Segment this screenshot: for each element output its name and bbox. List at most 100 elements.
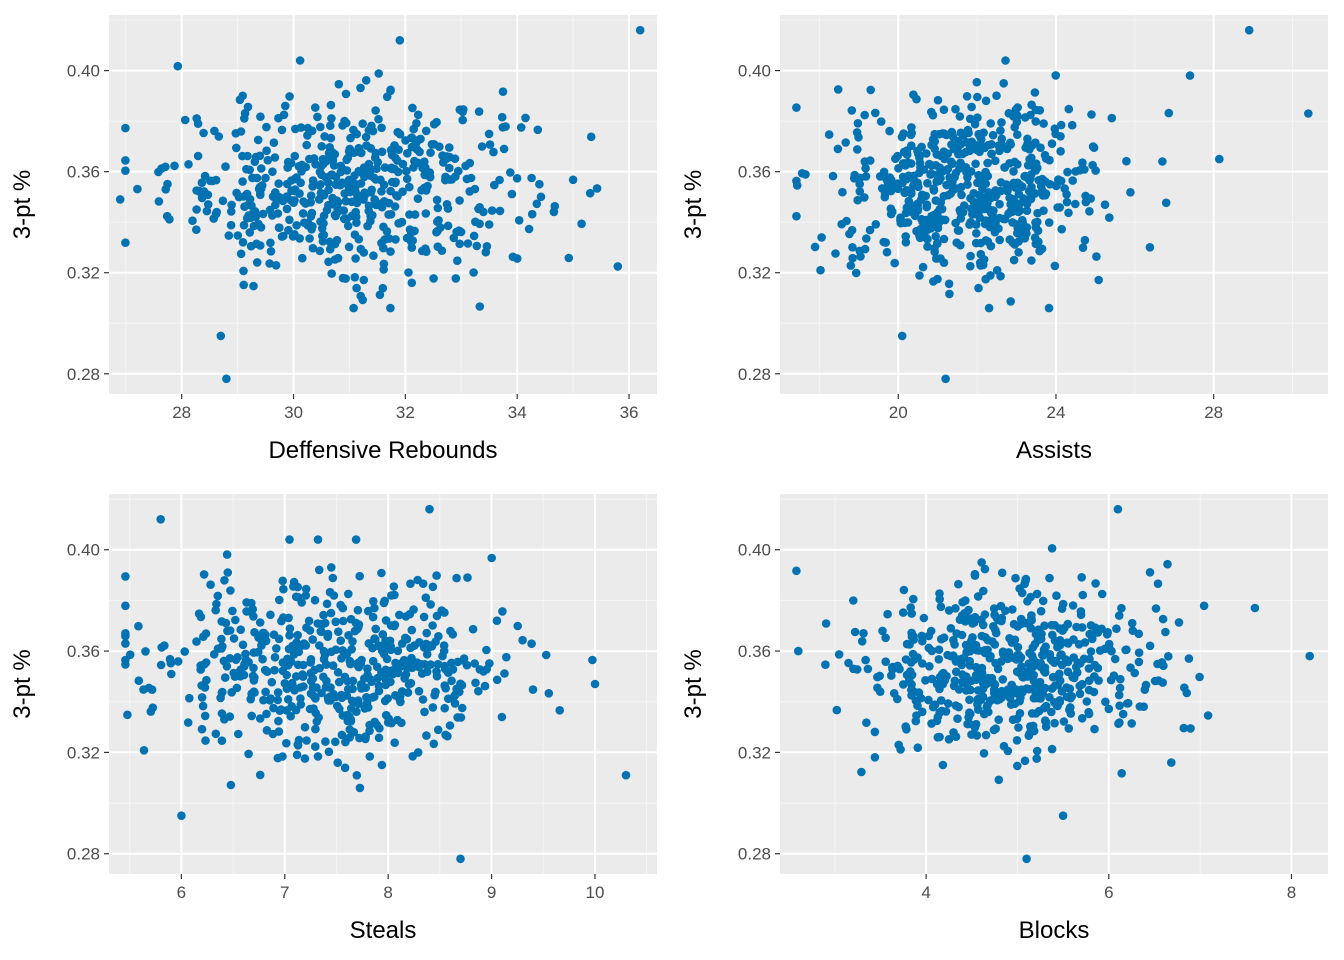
- data-point: [233, 231, 243, 240]
- data-point: [432, 611, 442, 621]
- data-point: [1047, 139, 1057, 148]
- data-point: [410, 156, 419, 166]
- data-point: [295, 189, 304, 198]
- data-point: [875, 172, 885, 181]
- data-point: [329, 591, 339, 600]
- data-point: [801, 170, 810, 179]
- data-point: [991, 186, 1000, 195]
- data-point: [211, 605, 220, 615]
- data-point: [577, 219, 586, 229]
- data-point: [1145, 641, 1155, 651]
- data-point: [200, 711, 210, 721]
- data-point: [1029, 676, 1039, 686]
- data-point: [274, 113, 283, 123]
- data-point: [1053, 642, 1062, 652]
- data-point: [406, 643, 415, 653]
- data-point: [350, 273, 360, 282]
- data-point: [516, 123, 526, 132]
- data-point: [1021, 143, 1030, 152]
- data-point: [327, 563, 336, 572]
- data-point: [954, 579, 963, 589]
- data-point: [994, 715, 1003, 724]
- data-point: [382, 92, 392, 102]
- data-point: [270, 153, 280, 162]
- data-point: [1017, 588, 1027, 598]
- data-point: [263, 667, 272, 676]
- data-point: [384, 210, 393, 219]
- data-point: [283, 695, 293, 704]
- data-point: [870, 753, 880, 762]
- data-point: [994, 224, 1003, 233]
- data-point: [1038, 596, 1048, 606]
- data-point: [322, 676, 331, 686]
- data-point: [328, 193, 337, 203]
- data-point: [974, 204, 984, 213]
- data-point: [1013, 622, 1022, 631]
- data-point: [426, 148, 435, 157]
- data-point: [439, 646, 449, 656]
- data-point: [356, 83, 365, 93]
- data-point: [484, 129, 494, 139]
- data-point: [313, 535, 323, 544]
- data-point: [268, 729, 278, 739]
- data-point: [253, 135, 263, 145]
- data-point: [377, 187, 386, 196]
- data-point: [449, 233, 459, 243]
- data-point: [1081, 197, 1091, 207]
- data-point: [899, 680, 908, 689]
- data-point: [183, 718, 193, 727]
- data-point: [422, 650, 432, 659]
- data-point: [881, 657, 890, 666]
- data-point: [1058, 599, 1068, 609]
- y-tick-label: 0.32: [67, 264, 100, 283]
- data-point: [456, 854, 465, 864]
- data-point: [1018, 218, 1027, 227]
- data-point: [279, 584, 288, 594]
- data-point: [349, 303, 358, 313]
- data-point: [950, 676, 960, 686]
- data-point: [456, 227, 466, 237]
- data-point: [939, 105, 949, 114]
- data-point: [197, 693, 207, 702]
- data-point: [586, 132, 596, 142]
- data-point: [302, 736, 311, 745]
- data-point: [331, 737, 340, 747]
- x-axis-title: Assists: [1016, 437, 1092, 464]
- data-point: [1047, 544, 1057, 553]
- data-point: [1000, 163, 1009, 172]
- data-point: [1095, 646, 1105, 655]
- data-point: [308, 635, 318, 644]
- data-point: [1153, 579, 1163, 588]
- data-point: [443, 731, 452, 741]
- data-point: [1140, 685, 1150, 694]
- data-point: [315, 663, 324, 673]
- data-point: [1161, 627, 1170, 637]
- data-point: [1199, 601, 1209, 611]
- data-point: [348, 637, 357, 646]
- data-point: [821, 619, 831, 628]
- data-point: [429, 274, 438, 283]
- data-point: [792, 103, 801, 112]
- data-point: [1047, 707, 1056, 717]
- data-point: [389, 582, 399, 591]
- data-point: [1161, 198, 1171, 208]
- data-point: [926, 626, 936, 636]
- data-point: [470, 184, 480, 194]
- data-point: [217, 688, 227, 698]
- data-point: [495, 175, 504, 185]
- data-point: [1039, 119, 1048, 128]
- data-point: [424, 643, 433, 652]
- data-point: [955, 205, 965, 215]
- data-point: [1021, 576, 1030, 585]
- data-point: [245, 228, 255, 237]
- data-point: [333, 668, 343, 677]
- data-point: [847, 106, 857, 115]
- data-point: [506, 168, 515, 177]
- data-point: [234, 192, 244, 202]
- data-point: [366, 165, 376, 174]
- data-point: [266, 694, 276, 703]
- data-point: [994, 775, 1004, 785]
- data-point: [930, 700, 940, 709]
- y-tick-label: 0.40: [738, 62, 771, 81]
- data-point: [442, 200, 452, 209]
